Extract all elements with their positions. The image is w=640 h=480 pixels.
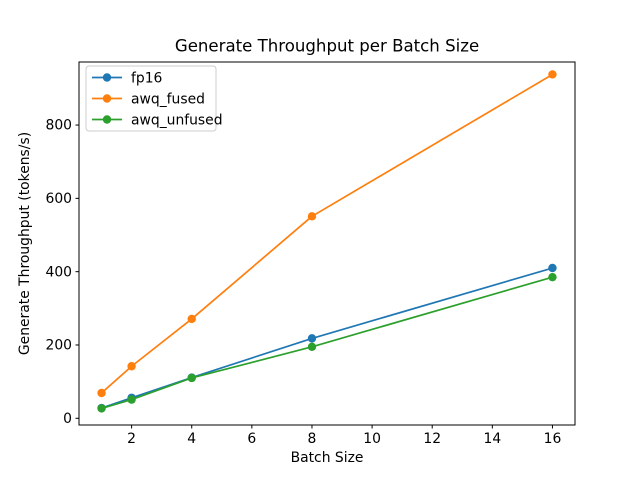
- y-tick-label: 200: [45, 338, 72, 354]
- series-marker-awq_unfused: [307, 342, 317, 352]
- y-tick-label: 800: [45, 118, 72, 134]
- plot-border: [78, 61, 576, 426]
- legend-box: [85, 65, 217, 132]
- legend: fp16 awq_fused awq_unfused: [85, 65, 223, 132]
- series-marker-awq_fused: [127, 362, 136, 371]
- y-axis-label: Generate Throughput (tokens/s): [17, 132, 33, 355]
- x-tick-label: 10: [363, 431, 381, 447]
- x-tick-label: 2: [127, 431, 136, 447]
- series-marker-awq_fused: [548, 70, 557, 79]
- series-marker-awq_fused: [307, 212, 317, 221]
- legend-sample-marker: [102, 73, 112, 82]
- x-tick-label: 4: [187, 431, 196, 447]
- legend-sample-marker: [102, 94, 112, 103]
- legend-label: awq_fused: [131, 91, 205, 107]
- legend-label: fp16: [131, 70, 162, 86]
- x-axis-label: Batch Size: [291, 450, 364, 466]
- series-marker-awq_unfused: [127, 395, 136, 404]
- legend-sample-marker: [102, 115, 112, 124]
- x-tick-label: 8: [308, 431, 317, 447]
- series-marker-awq_unfused: [548, 272, 557, 282]
- series-marker-awq_fused: [97, 388, 106, 398]
- chart-title: Generate Throughput per Batch Size: [175, 37, 479, 56]
- x-tick-label: 6: [247, 431, 256, 447]
- y-tick-label: 400: [45, 264, 72, 280]
- y-tick-label: 600: [45, 191, 72, 207]
- x-tick-label: 16: [544, 431, 562, 447]
- x-tick-label: 12: [423, 431, 441, 447]
- y-tick-label: 0: [63, 411, 72, 427]
- series-marker-fp16: [307, 334, 317, 343]
- series-marker-awq_unfused: [97, 404, 106, 413]
- series-marker-fp16: [548, 263, 557, 273]
- series-marker-awq_fused: [187, 314, 196, 324]
- series-marker-awq_unfused: [187, 373, 196, 383]
- x-tick-label: 14: [483, 431, 501, 447]
- legend-label: awq_unfused: [131, 112, 223, 128]
